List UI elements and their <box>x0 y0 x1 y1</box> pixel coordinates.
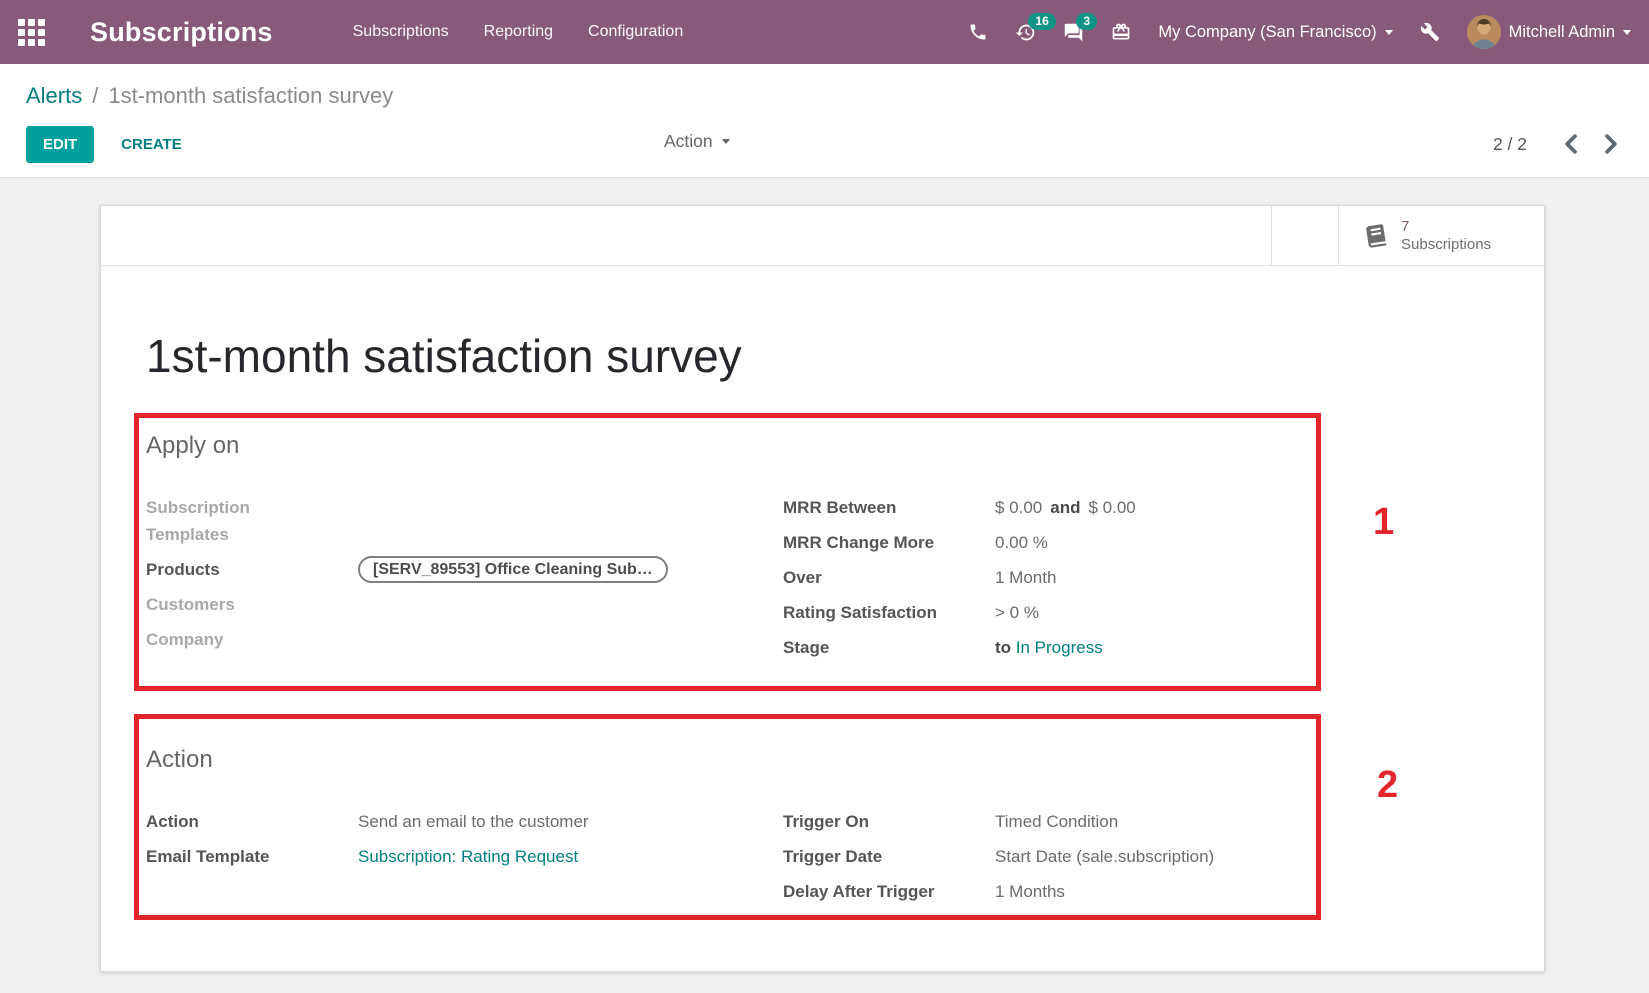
topbar-systray: 16 3 My Company (San Francisco) <box>968 12 1631 49</box>
stage-link[interactable]: In Progress <box>1015 638 1103 657</box>
create-button[interactable]: CREATE <box>111 127 192 162</box>
apply-on-group: Subscription Templates Products [SERV_89… <box>146 494 1499 669</box>
top-navbar: Subscriptions Subscriptions Reporting Co… <box>0 0 1649 64</box>
action-heading: Action <box>146 746 213 773</box>
field-mrr-between: MRR Between $ 0.00 and $ 0.00 <box>783 494 1499 521</box>
book-icon <box>1366 223 1387 248</box>
menu-item-subscriptions[interactable]: Subscriptions <box>352 23 449 40</box>
customers-label: Customers <box>146 595 235 614</box>
gift-icon <box>1113 23 1130 40</box>
wrench-icon <box>1420 22 1439 42</box>
field-products: Products [SERV_89553] Office Cleaning Su… <box>146 556 783 583</box>
field-action: Action Send an email to the customer <box>146 808 783 835</box>
products-tag[interactable]: [SERV_89553] Office Cleaning Sub… <box>358 556 668 583</box>
email-template-link[interactable]: Subscription: Rating Request <box>358 847 579 866</box>
field-trigger-on: Trigger On Timed Condition <box>783 808 1499 835</box>
stat-count: 7 <box>1401 217 1410 235</box>
avatar <box>1466 15 1501 49</box>
over-value: 1 Month <box>995 568 1057 587</box>
delay-after-trigger-value: 1 Months <box>995 882 1065 901</box>
breadcrumb-parent-link[interactable]: Alerts <box>26 83 83 108</box>
main-menu: Subscriptions Reporting Configuration <box>351 17 686 47</box>
rating-satisfaction-label: Rating Satisfaction <box>783 603 937 622</box>
breadcrumb-separator: / <box>92 83 99 108</box>
user-menu[interactable]: Mitchell Admin <box>1466 15 1631 49</box>
developer-tools-button[interactable] <box>1420 22 1440 42</box>
field-customers: Customers <box>146 591 783 618</box>
subscription-templates-label: Subscription Templates <box>146 498 250 544</box>
sheet-header: 7 Subscriptions <box>101 206 1544 266</box>
subscriptions-stat-button[interactable]: 7 Subscriptions <box>1338 206 1544 265</box>
form-body: Apply on Subscription Templates Products… <box>101 433 1544 913</box>
pager-value: 2 / 2 <box>1492 133 1527 154</box>
action-value: Send an email to the customer <box>358 812 589 831</box>
record-title: 1st-month satisfaction survey <box>146 330 742 382</box>
delay-after-trigger-label: Delay After Trigger <box>783 882 935 901</box>
caret-down-icon <box>721 139 730 144</box>
stage-value: to In Progress <box>995 638 1103 657</box>
field-delay-after-trigger: Delay After Trigger 1 Months <box>783 878 1499 905</box>
rating-satisfaction-value: > 0 % <box>995 603 1039 622</box>
field-email-template: Email Template Subscription: Rating Requ… <box>146 843 783 870</box>
chevron-right-icon <box>1605 134 1617 154</box>
action-menu-button[interactable]: Action <box>658 130 736 153</box>
stat-label: Subscriptions <box>1401 235 1492 253</box>
field-subscription-templates: Subscription Templates <box>146 494 783 548</box>
field-mrr-change: MRR Change More 0.00 % <box>783 529 1499 556</box>
activities-button[interactable]: 16 <box>1015 12 1056 43</box>
pager-next-button[interactable] <box>1604 134 1619 154</box>
mrr-change-label: MRR Change More <box>783 533 935 552</box>
rewards-button[interactable] <box>1111 22 1131 42</box>
field-stage: Stage to In Progress <box>783 634 1499 661</box>
action-label: Action <box>146 812 199 831</box>
apps-menu-button[interactable] <box>0 0 62 64</box>
mrr-change-value: 0.00 % <box>995 533 1048 552</box>
field-rating-satisfaction: Rating Satisfaction > 0 % <box>783 599 1499 626</box>
activities-badge: 16 <box>1028 12 1056 30</box>
apps-grid-icon <box>17 18 45 46</box>
stat-button-box: 7 Subscriptions <box>1271 206 1544 265</box>
chevron-left-icon <box>1565 134 1577 154</box>
over-label: Over <box>783 568 822 587</box>
apply-on-heading: Apply on <box>146 432 240 459</box>
email-template-label: Email Template <box>146 847 270 866</box>
trigger-date-label: Trigger Date <box>783 847 883 866</box>
user-name: Mitchell Admin <box>1508 22 1615 41</box>
action-group: Action Send an email to the customer Ema… <box>146 808 1499 913</box>
phone-icon <box>970 24 986 40</box>
messages-button[interactable]: 3 <box>1063 12 1098 43</box>
form-sheet: 7 Subscriptions 1st-month satisfaction s… <box>100 205 1545 972</box>
clock-icon <box>1016 24 1035 40</box>
pager-previous-button[interactable] <box>1563 134 1578 154</box>
stage-label: Stage <box>783 638 830 657</box>
messages-badge: 3 <box>1076 12 1098 30</box>
trigger-date-value: Start Date (sale.subscription) <box>995 847 1215 866</box>
trigger-on-value: Timed Condition <box>995 812 1119 831</box>
mrr-between-value: $ 0.00 and $ 0.00 <box>995 498 1136 517</box>
caret-down-icon <box>1384 29 1393 35</box>
phone-button[interactable] <box>968 22 988 42</box>
field-trigger-date: Trigger Date Start Date (sale.subscripti… <box>783 843 1499 870</box>
content-area: 7 Subscriptions 1st-month satisfaction s… <box>0 178 1649 972</box>
breadcrumb: Alerts / 1st-month satisfaction survey <box>26 81 1619 111</box>
control-panel: Alerts / 1st-month satisfaction survey EDI… <box>0 64 1649 178</box>
trigger-on-label: Trigger On <box>783 812 869 831</box>
caret-down-icon <box>1623 29 1631 35</box>
pager: 2 / 2 <box>1493 134 1619 155</box>
company-switcher[interactable]: My Company (San Francisco) <box>1158 22 1393 42</box>
company-name: My Company (San Francisco) <box>1158 22 1377 41</box>
field-over: Over 1 Month <box>783 564 1499 591</box>
edit-button[interactable]: EDIT <box>26 125 95 163</box>
products-label: Products <box>146 560 220 579</box>
app-brand[interactable]: Subscriptions <box>90 16 273 47</box>
company-label: Company <box>146 630 224 649</box>
menu-item-reporting[interactable]: Reporting <box>483 23 554 40</box>
breadcrumb-current: 1st-month satisfaction survey <box>108 83 394 108</box>
menu-item-configuration[interactable]: Configuration <box>588 23 684 40</box>
mrr-between-label: MRR Between <box>783 498 897 517</box>
control-panel-buttons: EDIT CREATE Action 2 / 2 <box>26 124 1619 164</box>
field-company: Company <box>146 626 783 653</box>
action-menu-label: Action <box>664 131 713 151</box>
